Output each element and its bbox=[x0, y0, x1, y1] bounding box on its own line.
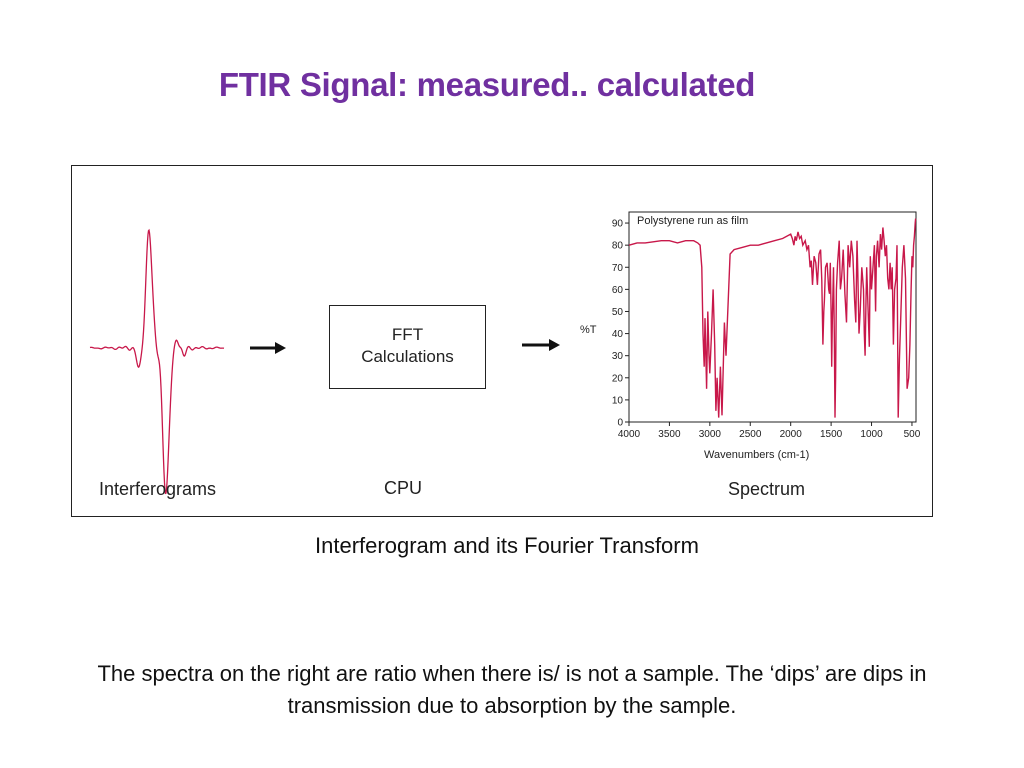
y-tick-label: 20 bbox=[612, 373, 624, 384]
plot-frame bbox=[628, 211, 917, 423]
y-tick-label: 40 bbox=[612, 329, 624, 340]
right-arrow-icon bbox=[250, 342, 286, 354]
y-tick-label: 90 bbox=[612, 219, 624, 230]
interferograms-label: Interferograms bbox=[99, 479, 217, 499]
y-tick-label: 80 bbox=[612, 241, 624, 252]
fft-box-line2: Calculations bbox=[361, 347, 454, 366]
x-tick-label: 1000 bbox=[860, 429, 883, 440]
body-paragraph: The spectra on the right are ratio when … bbox=[97, 661, 927, 718]
x-tick-label: 3000 bbox=[699, 429, 722, 440]
y-tick-label: 30 bbox=[612, 351, 624, 362]
y-tick-label: 10 bbox=[612, 395, 624, 406]
spectrum-series-line bbox=[628, 218, 917, 418]
y-axis-label: %T bbox=[580, 324, 597, 336]
y-tick-label: 70 bbox=[612, 263, 624, 274]
spectrum-chart: 0 10 20 30 40 50 60 70 80 90 4000 3500 3000 2500 2000… bbox=[580, 211, 921, 461]
right-arrow-icon bbox=[522, 339, 560, 351]
figure-drawing: 0 10 20 30 40 50 60 70 80 90 4000 3500 3000 2500 2000… bbox=[89, 211, 921, 495]
figure-frame: 0 10 20 30 40 50 60 70 80 90 4000 3500 3000 2500 2000… bbox=[71, 165, 933, 517]
x-axis: 4000 3500 3000 2500 2000 1500 1000 500 bbox=[618, 422, 921, 440]
y-tick-label: 60 bbox=[612, 285, 624, 296]
figure-caption: Interferogram and its Fourier Transform bbox=[315, 533, 699, 558]
x-tick-label: 4000 bbox=[618, 429, 641, 440]
cpu-label: CPU bbox=[384, 478, 423, 498]
y-tick-label: 0 bbox=[617, 418, 623, 429]
y-tick-label: 50 bbox=[612, 307, 624, 318]
x-axis-label: Wavenumbers (cm-1) bbox=[704, 449, 809, 461]
x-tick-label: 500 bbox=[904, 429, 921, 440]
page-title: FTIR Signal: measured.. calculated bbox=[218, 66, 756, 103]
x-tick-label: 3500 bbox=[658, 429, 681, 440]
fft-calculations-box: FFT Calculations bbox=[329, 305, 486, 389]
x-tick-label: 2000 bbox=[780, 429, 803, 440]
y-axis: 0 10 20 30 40 50 60 70 80 90 bbox=[612, 219, 629, 429]
x-tick-label: 1500 bbox=[820, 429, 843, 440]
interferogram-trace bbox=[89, 228, 225, 495]
x-tick-label: 2500 bbox=[739, 429, 762, 440]
chart-title: Polystyrene run as film bbox=[637, 215, 748, 227]
spectrum-label: Spectrum bbox=[728, 479, 806, 499]
fft-box-line1: FFT bbox=[391, 325, 424, 344]
